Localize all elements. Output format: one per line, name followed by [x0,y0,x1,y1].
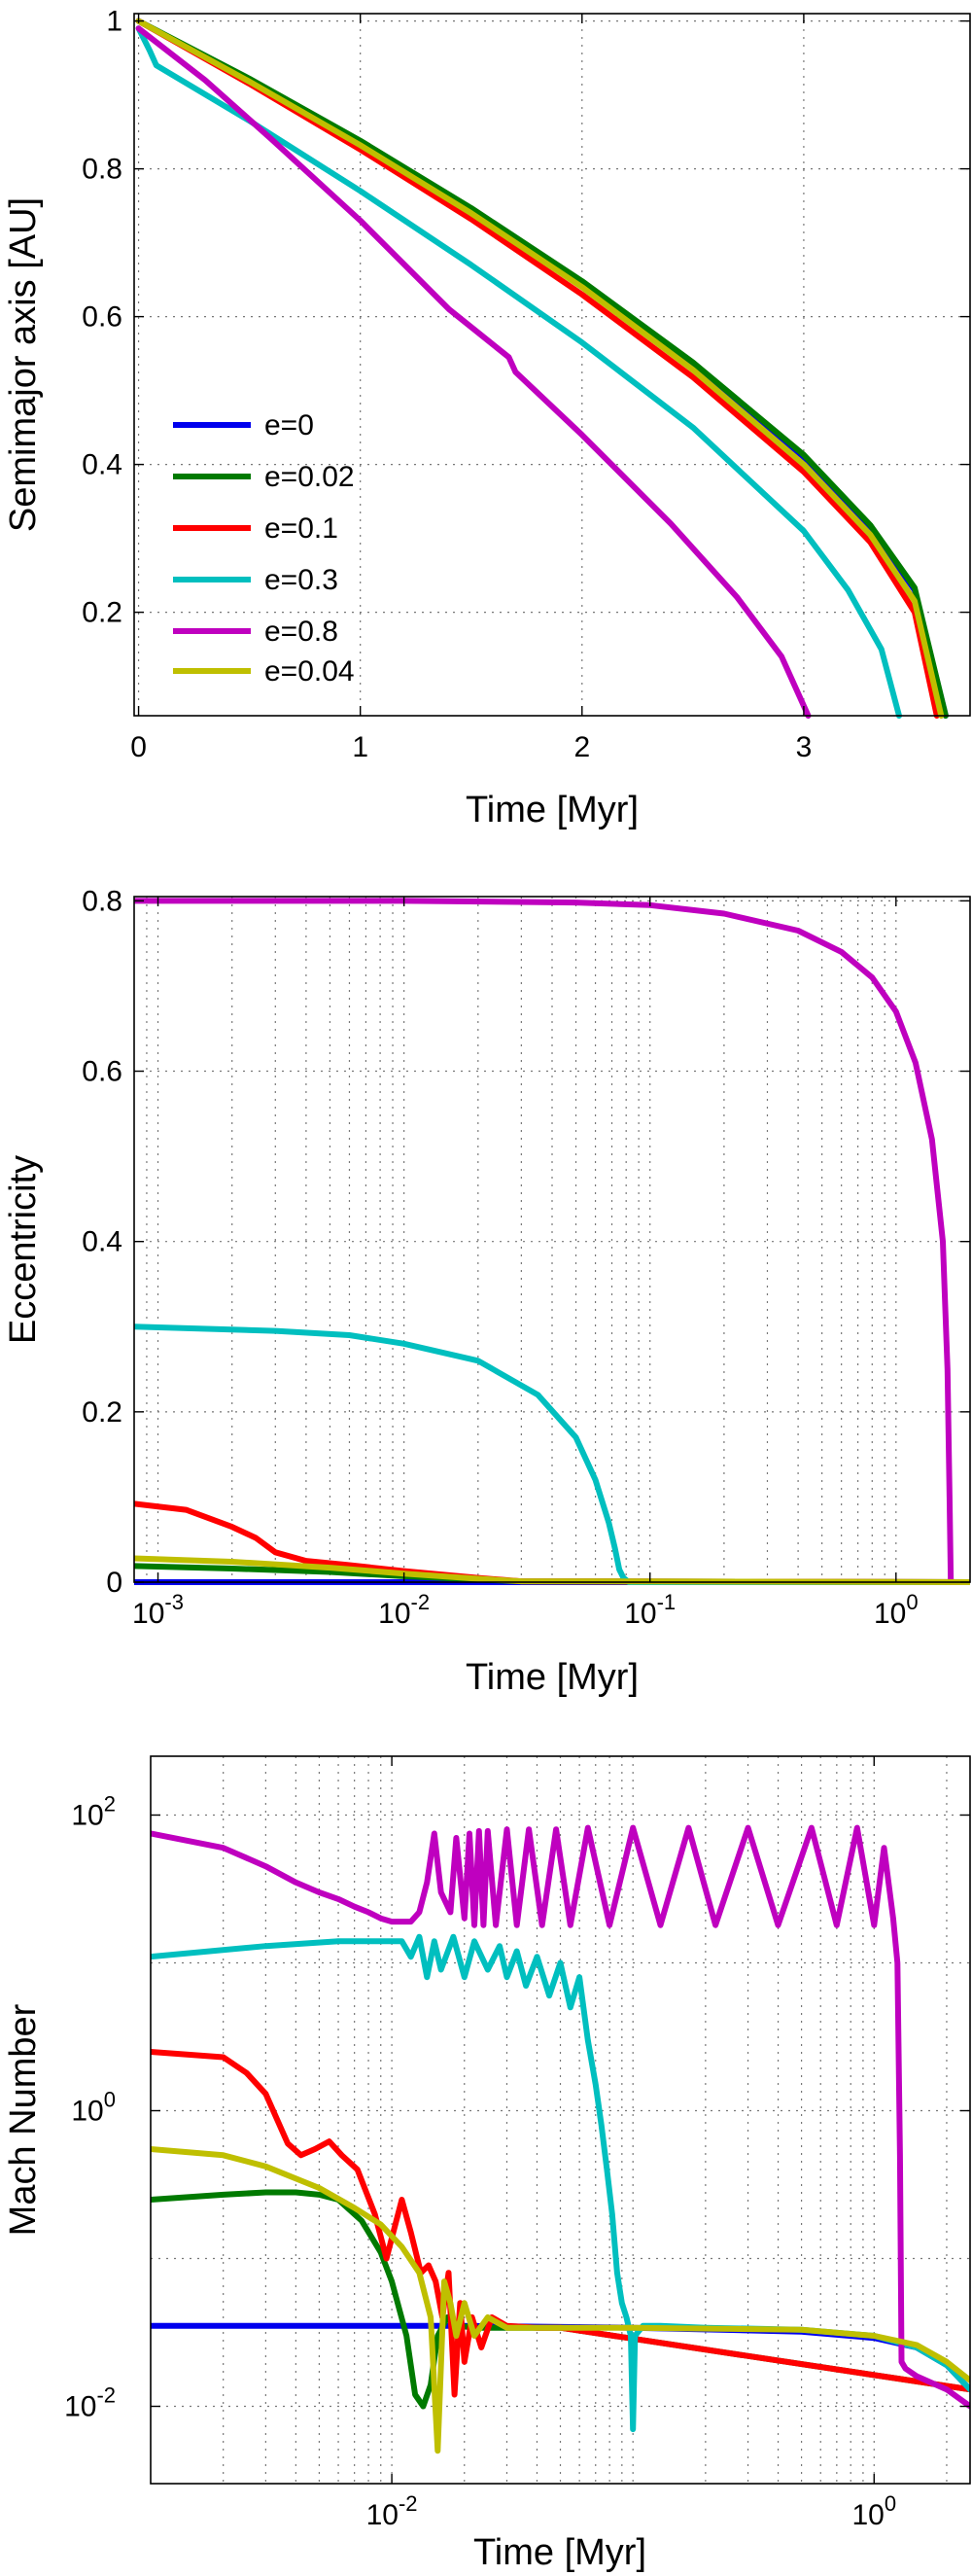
legend-label-e0: e=0 [264,409,314,441]
series-e08 [134,898,970,1585]
x-tick-label: 1 [352,731,368,763]
x-axis-label: Time [Myr] [466,1657,639,1698]
plot-frame [150,1755,971,2485]
y-axis-label: Eccentricity [3,1155,44,1344]
x-tick-exponent: 0 [906,1590,918,1614]
series-e08 [135,25,812,719]
y-tick-exponent: -2 [96,2383,116,2408]
series-e002 [135,18,949,719]
y-tick-label: 0.4 [82,1226,122,1258]
x-tick-exponent: -3 [164,1590,184,1614]
x-tick-exponent: -1 [657,1590,677,1614]
x-tick-label: 3 [796,731,813,763]
legend-label-e004: e=0.04 [264,655,355,688]
y-tick-label: 0 [106,1567,122,1599]
series-e03 [134,1323,970,1585]
plot-frame [133,896,971,1583]
y-tick-label: 0.6 [82,301,122,334]
legend: e=0 e=0.02 e=0.1 e=0.3 e=0.8 e=0.04 [173,409,355,688]
y-tick-label: 0.2 [82,597,122,629]
x-tick-exponent: -2 [399,2491,418,2516]
x-axis-label: Time [Myr] [466,790,639,830]
x-tick-label: 2 [573,731,590,763]
semimajor-axis-panel: 0 1 2 3 0.2 0.4 0.6 0.8 1 Time [Myr] Semimajor a… [3,6,971,830]
plot-frame [133,13,971,717]
x-tick-label: 0 [130,731,147,763]
y-tick-label: 0.6 [82,1056,122,1088]
y-tick-exponent: 2 [104,1791,116,1816]
series-e08 [151,1824,970,2410]
y-axis-label: Semimajor axis [AU] [3,197,44,532]
y-tick-label: 1 [106,6,122,38]
y-tick-label: 0.8 [82,154,122,186]
y-tick-label: 0.8 [82,885,122,917]
y-tick-exponent: 0 [104,2088,116,2112]
legend-label-e01: e=0.1 [264,512,338,545]
x-tick-exponent: 0 [885,2491,896,2516]
y-tick-label: 0.2 [82,1396,122,1429]
legend-label-e08: e=0.8 [264,616,338,648]
legend-label-e002: e=0.02 [264,461,355,493]
series-e004 [135,18,945,719]
y-tick-label: 0.4 [82,449,122,481]
series-e004 [151,2146,970,2454]
series-e03 [135,25,902,719]
legend-label-e03: e=0.3 [264,564,338,596]
y-axis-label: Mach Number [3,2003,44,2236]
x-tick-exponent: -2 [411,1590,431,1614]
x-axis-label: Time [Myr] [473,2532,646,2573]
